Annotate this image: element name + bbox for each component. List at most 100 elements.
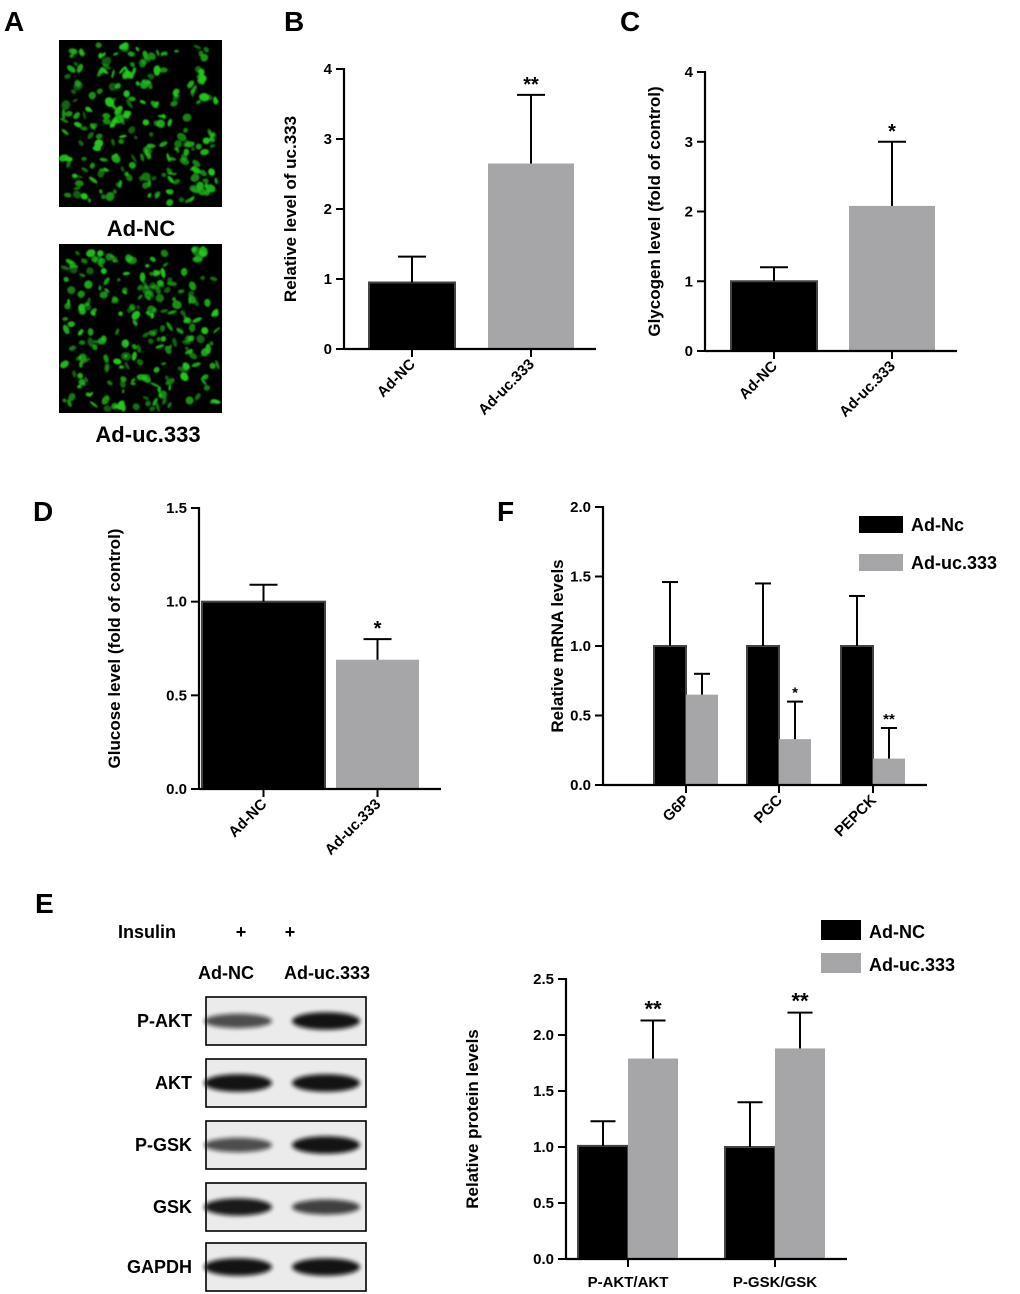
fluorescent-cell [182,113,192,122]
fluorescent-cell [101,56,112,67]
fluorescent-cell [77,290,85,298]
fluorescent-cell [167,175,174,184]
fluorescent-cell [131,310,141,320]
fluorescent-cell [75,250,80,256]
legend-swatch-ad-nc [859,516,903,533]
bar-ad-uc-333-p-akt-akt [628,1058,678,1259]
fluorescent-cell [170,100,178,107]
significance-marker: ** [883,711,895,728]
insulin-mark-2: + [285,922,296,942]
fluorescent-cell [103,405,112,412]
fluorescent-cell [156,119,165,128]
lane-label-ad-uc333: Ad-uc.333 [284,963,370,983]
fluorescent-cell [122,70,131,80]
fluorescent-cell [75,356,82,361]
fluorescent-cell [81,167,89,173]
fluorescent-cell [104,288,110,293]
fluorescent-cell [76,63,84,73]
x-tick-label: Ad-NC [225,796,270,841]
fluorescent-cell [142,50,149,60]
y-tick-label: 0.5 [570,708,591,725]
fluorescent-cell [191,147,195,151]
fluorescent-cell [168,384,172,391]
fluorescent-cell [78,340,86,346]
fluorescent-cell [209,276,218,282]
fluorescent-cell [150,284,161,290]
fluorescent-cell [99,157,108,162]
y-tick-label: 1.5 [533,1083,554,1100]
fluorescent-cell [142,332,150,338]
x-tick-label: Ad-uc.333 [475,356,538,419]
fluorescent-cell [147,73,155,80]
fluorescent-cell [103,167,108,172]
fluorescent-cell [155,293,165,303]
fluorescent-cell [210,399,221,404]
fluorescent-cell [166,322,173,331]
fluorescent-cell [81,156,87,162]
fluorescent-cell [150,100,159,109]
y-tick-label: 0 [685,343,693,360]
x-tick-label: Ad-NC [374,356,419,401]
fluorescent-cell [177,289,185,294]
fluorescent-cell [72,370,77,378]
blot-band [292,1136,360,1154]
panel-letter-e: E [35,888,54,919]
fluorescent-cell [68,263,75,269]
fluorescent-cell [99,291,108,299]
fluorescent-cell [215,360,220,370]
blot-band [292,1199,360,1215]
fluorescent-cell [155,344,165,349]
fluorescent-cell [160,309,169,313]
fluorescent-cell [161,172,167,178]
blot-band [292,1012,360,1030]
fluorescent-cell [67,286,76,295]
y-tick-label: 0.5 [166,687,187,704]
fluorescent-cell [162,51,168,56]
fluorescent-cell [67,399,72,408]
bar-ad-nc-p-gsk-gsk [724,1146,776,1260]
fluorescent-cell [205,184,216,193]
x-tick-label: Ad-NC [736,358,781,403]
y-tick-label: 4 [324,61,333,78]
x-tick-label: Ad-uc.333 [322,796,385,859]
fluorescent-cell [77,372,83,379]
fluorescent-cell [192,317,202,323]
fluorescent-cell [61,100,71,111]
fluorescent-cell [107,380,113,386]
fluorescent-cell [178,197,185,203]
fluorescent-cell [155,401,160,412]
fluorescent-cell [209,362,216,370]
fluorescent-cell [139,99,146,105]
fluorescent-cell [103,354,109,363]
fluorescent-cell [118,105,123,111]
fluorescent-cell [199,169,207,177]
fluorescent-cell [111,69,115,79]
fluorescent-cell [162,262,169,267]
fluorescent-cell [111,153,121,164]
fluorescent-cell [182,362,190,370]
fluorescent-cell [156,279,164,287]
fluorescent-cell [188,281,197,291]
micrograph-label-ad-nc: Ad-NC [107,216,176,241]
blot-band [204,1198,272,1216]
y-axis-title: Glycogen level (fold of control) [645,86,664,336]
fluorescent-cell [162,397,167,405]
fluorescent-cell [78,140,84,146]
fluorescent-cell [79,273,86,277]
legend-label-ad-nc: Ad-NC [869,922,925,942]
fluorescent-cell [118,179,123,189]
chart-e-quantification: 0.0 0.5 1.0 1.5 2.0 2.5 Relative protein level… [463,920,955,1291]
fluorescent-cell [66,65,76,73]
fluorescent-cell [156,49,160,56]
fluorescent-cell [80,193,88,200]
fluorescent-cell [117,278,121,282]
fluorescent-cell [120,42,128,50]
fluorescent-cell [173,178,181,185]
y-tick-label: 1.0 [533,1139,554,1156]
fluorescent-cell [161,113,166,119]
fluorescent-cell [209,341,214,346]
insulin-label: Insulin [118,922,176,942]
fluorescent-cell [160,267,166,278]
x-tick-label: PEPCK [831,792,880,841]
y-tick-label: 2.0 [533,1027,554,1044]
